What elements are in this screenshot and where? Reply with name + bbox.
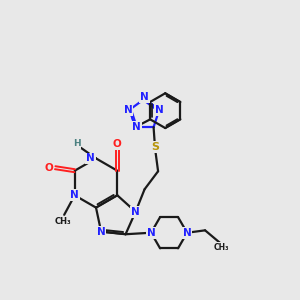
- Text: N: N: [70, 190, 79, 200]
- Text: CH₃: CH₃: [54, 217, 71, 226]
- Text: N: N: [97, 227, 106, 237]
- Text: CH₃: CH₃: [214, 243, 229, 252]
- Text: N: N: [86, 153, 95, 164]
- Text: N: N: [140, 92, 149, 102]
- Text: N: N: [132, 122, 141, 132]
- Text: O: O: [45, 163, 54, 173]
- Text: N: N: [124, 105, 133, 115]
- Text: N: N: [147, 228, 155, 238]
- Text: N: N: [155, 105, 164, 115]
- Text: H: H: [73, 139, 80, 148]
- Text: S: S: [151, 142, 159, 152]
- Text: N: N: [131, 207, 140, 217]
- Text: N: N: [183, 228, 191, 238]
- Text: O: O: [113, 139, 122, 149]
